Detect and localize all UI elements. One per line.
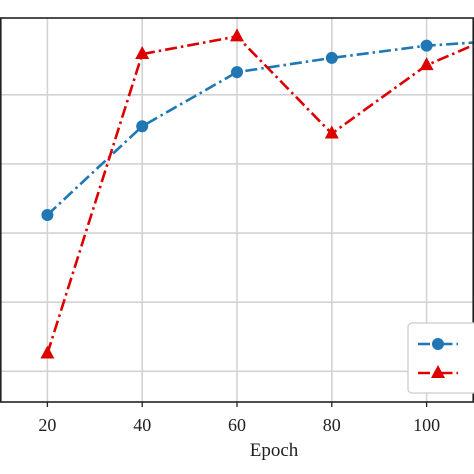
series-2-point (419, 57, 434, 71)
x-tick-label: 20 (38, 415, 56, 435)
series-1-point (420, 39, 433, 52)
series-1-point (136, 120, 149, 133)
x-tick-label: 40 (133, 415, 151, 435)
grid-lines (0, 18, 474, 402)
series-1-line (46, 41, 474, 216)
legend-marker-2 (431, 365, 445, 378)
x-tick-label: 80 (323, 415, 341, 435)
x-axis-label: Epoch (250, 440, 299, 461)
series-2-point (135, 46, 150, 60)
legend-box (407, 322, 474, 394)
series-1-point (325, 51, 338, 64)
series-2-point (40, 345, 55, 359)
series-1-point (231, 66, 243, 79)
x-tick-labels: 20 40 60 80 100 (38, 402, 440, 435)
legend (407, 322, 474, 394)
series-layer (40, 28, 474, 359)
series-2-point (324, 125, 339, 139)
series-2-point (230, 28, 244, 42)
series-2-line (46, 35, 474, 355)
series-1-point (41, 208, 54, 221)
legend-marker-1 (432, 338, 444, 350)
x-tick-label: 100 (413, 415, 440, 435)
x-tick-label: 60 (228, 415, 246, 435)
